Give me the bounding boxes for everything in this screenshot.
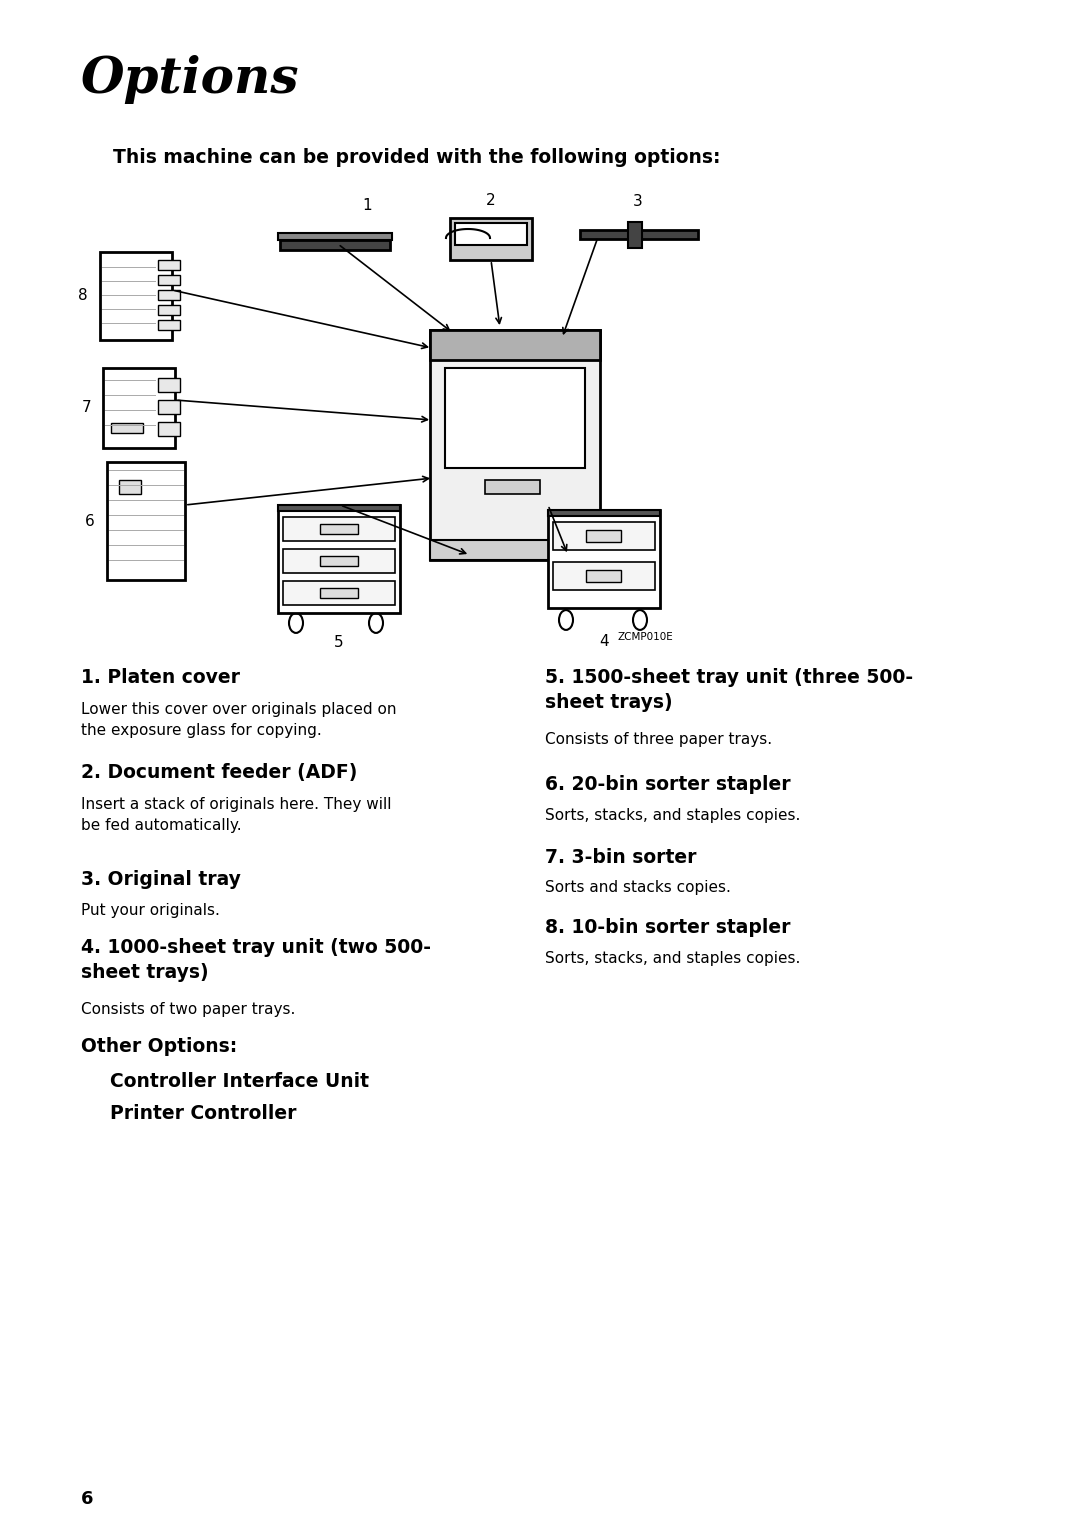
Bar (283, 581, 395, 605)
Text: 8: 8 (79, 289, 87, 303)
Bar (158, 378, 180, 391)
Text: Other Options:: Other Options: (81, 1037, 238, 1057)
Bar (586, 570, 621, 583)
Text: 6: 6 (85, 514, 95, 529)
Text: 2. Document feeder (ADF): 2. Document feeder (ADF) (81, 763, 357, 781)
Circle shape (633, 610, 647, 630)
Bar (553, 521, 654, 550)
Text: 7: 7 (81, 401, 91, 416)
Text: Put your originals.: Put your originals. (81, 904, 220, 917)
Bar (320, 524, 357, 534)
Text: 2: 2 (486, 193, 496, 208)
Bar (320, 589, 357, 598)
Text: Consists of two paper trays.: Consists of two paper trays. (81, 1001, 295, 1017)
Bar (100, 252, 172, 339)
Bar (586, 531, 621, 541)
Text: 8. 10-bin sorter stapler: 8. 10-bin sorter stapler (545, 917, 791, 937)
Text: 3. Original tray: 3. Original tray (81, 870, 241, 888)
Text: 4: 4 (599, 635, 609, 648)
Text: ZCMP010E: ZCMP010E (618, 631, 674, 642)
Bar (103, 368, 175, 448)
Circle shape (289, 613, 303, 633)
Text: Sorts, stacks, and staples copies.: Sorts, stacks, and staples copies. (545, 807, 800, 823)
Bar (158, 304, 180, 315)
Bar (320, 557, 357, 566)
Bar (107, 462, 185, 579)
Bar (627, 222, 642, 248)
Text: 5. 1500-sheet tray unit (three 500-
sheet trays): 5. 1500-sheet tray unit (three 500- shee… (545, 668, 913, 713)
Text: 1. Platen cover: 1. Platen cover (81, 668, 240, 687)
Bar (485, 480, 540, 494)
Bar (278, 505, 400, 511)
Bar (278, 505, 400, 613)
Bar (548, 511, 660, 609)
Bar (450, 219, 532, 260)
Text: Sorts and stacks copies.: Sorts and stacks copies. (545, 881, 731, 894)
Bar (158, 422, 180, 436)
Text: Controller Interface Unit: Controller Interface Unit (110, 1072, 369, 1092)
Bar (580, 229, 698, 239)
Text: This machine can be provided with the following options:: This machine can be provided with the fo… (113, 148, 720, 167)
Circle shape (559, 610, 573, 630)
Bar (158, 320, 180, 330)
Bar (445, 368, 585, 468)
Text: Consists of three paper trays.: Consists of three paper trays. (545, 732, 772, 748)
Bar (158, 260, 180, 271)
Bar (430, 330, 600, 359)
Text: Sorts, stacks, and staples copies.: Sorts, stacks, and staples copies. (545, 951, 800, 966)
Text: 7. 3-bin sorter: 7. 3-bin sorter (545, 849, 697, 867)
Bar (553, 563, 654, 590)
Text: 3: 3 (633, 194, 643, 209)
Text: Printer Controller: Printer Controller (110, 1104, 297, 1122)
Bar (548, 511, 660, 515)
Text: Lower this cover over originals placed on
the exposure glass for copying.: Lower this cover over originals placed o… (81, 702, 396, 739)
Text: 4. 1000-sheet tray unit (two 500-
sheet trays): 4. 1000-sheet tray unit (two 500- sheet … (81, 937, 431, 982)
Bar (280, 240, 390, 251)
Polygon shape (141, 488, 185, 547)
Text: Options: Options (81, 55, 299, 104)
Bar (119, 480, 141, 494)
Text: Insert a stack of originals here. They will
be fed automatically.: Insert a stack of originals here. They w… (81, 797, 391, 833)
Text: 6. 20-bin sorter stapler: 6. 20-bin sorter stapler (545, 775, 791, 794)
Text: 6: 6 (81, 1489, 94, 1508)
Bar (158, 401, 180, 414)
Bar (455, 223, 527, 245)
Text: 1: 1 (362, 197, 372, 213)
Bar (278, 232, 392, 240)
Bar (283, 549, 395, 573)
Bar (111, 424, 143, 433)
Text: 5: 5 (334, 635, 343, 650)
Bar (430, 540, 600, 560)
Bar (158, 291, 180, 300)
Bar (158, 275, 180, 284)
Circle shape (369, 613, 383, 633)
Bar (283, 517, 395, 541)
Bar (430, 330, 600, 560)
